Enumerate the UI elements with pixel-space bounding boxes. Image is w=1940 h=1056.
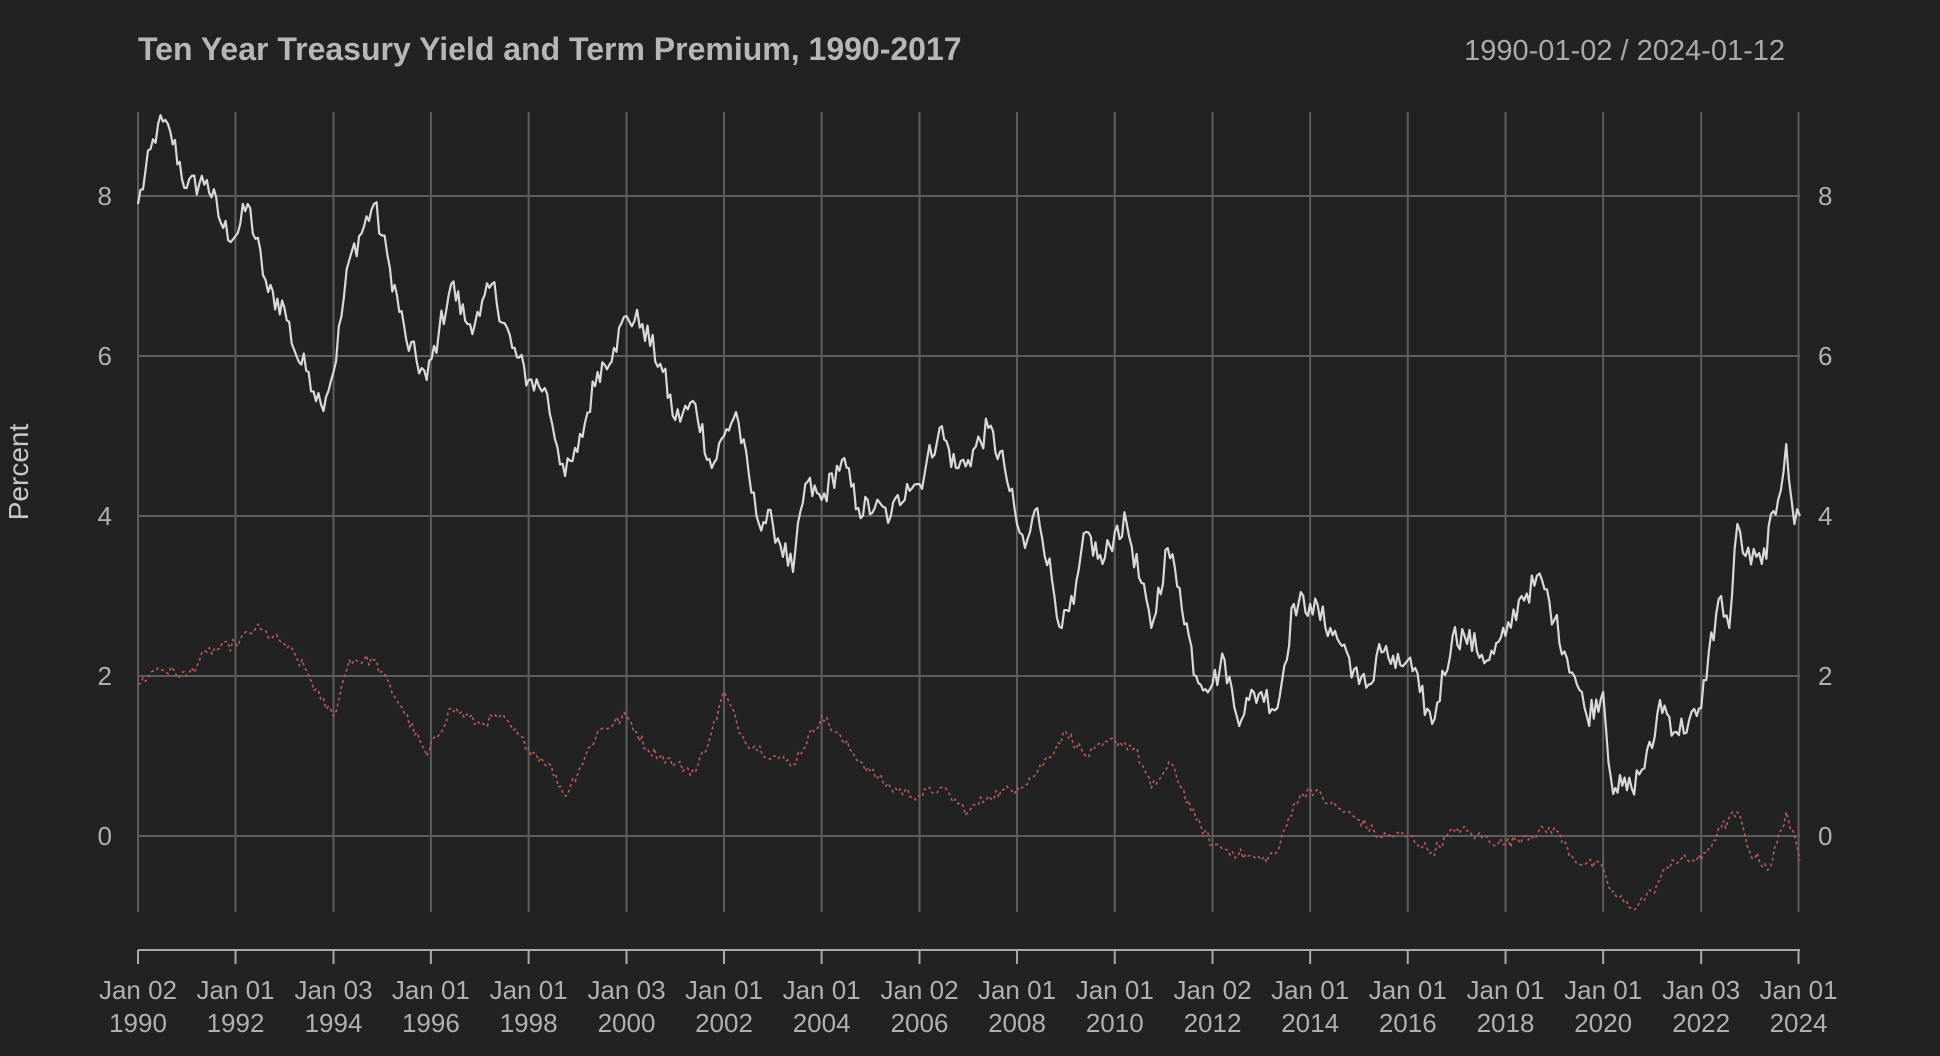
x-tick-label-date: Jan 01 (1564, 975, 1642, 1005)
y-tick-label-left: 4 (98, 501, 112, 531)
y-tick-label-left: 2 (98, 661, 112, 691)
x-tick-label-date: Jan 01 (490, 975, 568, 1005)
y-tick-label-left: 0 (98, 821, 112, 851)
y-tick-label-left: 6 (98, 341, 112, 371)
x-tick-label-year: 2018 (1477, 1008, 1535, 1038)
x-tick-label-date: Jan 01 (1466, 975, 1544, 1005)
x-tick-label-date: Jan 01 (1369, 975, 1447, 1005)
y-tick-label-right: 2 (1818, 661, 1832, 691)
y-tick-label-right: 6 (1818, 341, 1832, 371)
x-tick-label-year: 1992 (207, 1008, 265, 1038)
series-line-term-premium (137, 623, 1801, 911)
grid-lines: 0 0 2 2 4 4 6 6 8 8 (98, 112, 1832, 912)
x-tick-label-date: Jan 01 (392, 975, 470, 1005)
y-tick-label-left: 8 (98, 181, 112, 211)
plot-area (136, 114, 1802, 911)
y-axis-label: Percent (3, 424, 34, 521)
x-tick-label-year: 2014 (1281, 1008, 1339, 1038)
x-tick-label-year: 2012 (1184, 1008, 1242, 1038)
x-tick-label-date: Jan 01 (1759, 975, 1837, 1005)
x-tick-label-date: Jan 01 (978, 975, 1056, 1005)
x-tick-label-date: Jan 01 (783, 975, 861, 1005)
x-tick-label-year: 2006 (891, 1008, 949, 1038)
series-line-treasury-yield (136, 114, 1802, 796)
x-tick-label-year: 2016 (1379, 1008, 1437, 1038)
x-tick-label-year: 1998 (500, 1008, 558, 1038)
x-tick-label-date: Jan 02 (99, 975, 177, 1005)
date-range-label: 1990-01-02 / 2024-01-12 (1464, 35, 1785, 67)
x-tick-label-date: Jan 01 (685, 975, 763, 1005)
x-tick-label-year: 2022 (1672, 1008, 1730, 1038)
x-tick-label-date: Jan 03 (587, 975, 665, 1005)
x-tick-label-date: Jan 01 (1076, 975, 1154, 1005)
x-tick-label-date: Jan 01 (196, 975, 274, 1005)
x-tick-label-date: Jan 02 (880, 975, 958, 1005)
x-tick-label-year: 2008 (988, 1008, 1046, 1038)
x-tick-label-year: 1990 (109, 1008, 167, 1038)
x-tick-label-year: 2010 (1086, 1008, 1144, 1038)
chart-title: Ten Year Treasury Yield and Term Premium… (138, 31, 962, 67)
x-tick-label-year: 1994 (305, 1008, 363, 1038)
x-tick-label-date: Jan 03 (1662, 975, 1740, 1005)
x-tick-label-date: Jan 01 (1271, 975, 1349, 1005)
x-tick-label-year: 2002 (695, 1008, 753, 1038)
x-tick-label-date: Jan 02 (1173, 975, 1251, 1005)
x-tick-label-year: 1996 (402, 1008, 460, 1038)
x-tick-label-year: 2024 (1770, 1008, 1828, 1038)
x-tick-label-year: 2020 (1574, 1008, 1632, 1038)
y-tick-label-right: 0 (1818, 821, 1832, 851)
x-tick-label-year: 2004 (793, 1008, 851, 1038)
y-tick-label-right: 4 (1818, 501, 1832, 531)
x-tick-label-year: 2000 (598, 1008, 656, 1038)
x-tick-label-date: Jan 03 (294, 975, 372, 1005)
y-tick-label-right: 8 (1818, 181, 1832, 211)
